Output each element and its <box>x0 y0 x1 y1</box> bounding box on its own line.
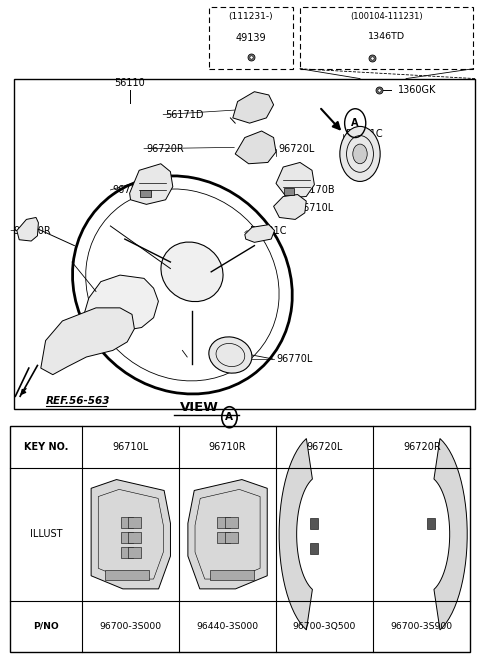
Polygon shape <box>276 162 314 198</box>
Text: 96770L: 96770L <box>276 354 312 364</box>
Text: P/NO: P/NO <box>33 622 59 631</box>
Polygon shape <box>274 195 306 219</box>
Bar <box>120 532 133 543</box>
Text: 96700-3S000: 96700-3S000 <box>100 622 162 631</box>
Text: 96720R: 96720R <box>146 143 184 154</box>
Text: 49139: 49139 <box>236 33 266 43</box>
Text: 96710L: 96710L <box>298 203 334 214</box>
Bar <box>225 517 238 528</box>
Bar <box>128 517 141 528</box>
Polygon shape <box>130 164 173 204</box>
Bar <box>217 517 230 528</box>
Circle shape <box>353 144 367 164</box>
Text: 56991C: 56991C <box>250 225 287 236</box>
Bar <box>120 517 133 528</box>
Bar <box>140 190 151 196</box>
Text: VIEW: VIEW <box>180 401 218 414</box>
Text: KEY NO.: KEY NO. <box>24 441 68 452</box>
Text: 96710L: 96710L <box>113 441 149 452</box>
Ellipse shape <box>209 337 252 373</box>
Polygon shape <box>41 308 134 375</box>
Text: REF.56-563: REF.56-563 <box>46 396 110 406</box>
Bar <box>106 571 149 580</box>
Text: 96720R: 96720R <box>403 441 441 452</box>
Text: A: A <box>351 118 359 128</box>
Polygon shape <box>279 439 312 630</box>
Polygon shape <box>188 479 267 589</box>
Text: (100104-111231): (100104-111231) <box>350 12 423 21</box>
Text: 56171D: 56171D <box>166 109 204 120</box>
Bar <box>120 548 133 558</box>
Polygon shape <box>91 479 170 589</box>
Text: 96440-3S000: 96440-3S000 <box>196 622 259 631</box>
Text: (111231-): (111231-) <box>228 12 273 21</box>
Text: 96700-3S900: 96700-3S900 <box>391 622 453 631</box>
Text: 1360GK: 1360GK <box>398 85 437 96</box>
Circle shape <box>340 126 380 181</box>
Text: A: A <box>226 412 233 422</box>
Text: 96710R: 96710R <box>113 185 150 195</box>
Bar <box>225 532 238 543</box>
Polygon shape <box>235 131 276 164</box>
Text: 56110: 56110 <box>114 79 145 88</box>
Text: 96770R: 96770R <box>13 225 51 236</box>
Bar <box>310 518 318 529</box>
Text: 1346TD: 1346TD <box>368 32 405 41</box>
Polygon shape <box>434 439 467 630</box>
Polygon shape <box>233 92 274 123</box>
Bar <box>10 426 470 652</box>
Text: 56170B: 56170B <box>298 185 335 195</box>
Text: 96720L: 96720L <box>306 441 343 452</box>
Bar <box>210 571 254 580</box>
Bar <box>310 543 318 554</box>
Bar <box>217 532 230 543</box>
Bar <box>128 548 141 558</box>
Bar <box>300 7 473 69</box>
Polygon shape <box>84 275 158 331</box>
Polygon shape <box>17 217 38 241</box>
Bar <box>427 518 434 529</box>
Bar <box>128 532 141 543</box>
Text: 96700-3Q500: 96700-3Q500 <box>293 622 356 631</box>
Bar <box>209 7 293 69</box>
Text: 96720L: 96720L <box>278 143 315 154</box>
Ellipse shape <box>161 242 223 301</box>
Polygon shape <box>245 225 275 242</box>
Bar <box>14 79 475 409</box>
Text: 56171C: 56171C <box>346 129 383 140</box>
Bar <box>284 188 294 195</box>
Text: 96710R: 96710R <box>209 441 246 452</box>
Text: ILLUST: ILLUST <box>30 529 62 539</box>
